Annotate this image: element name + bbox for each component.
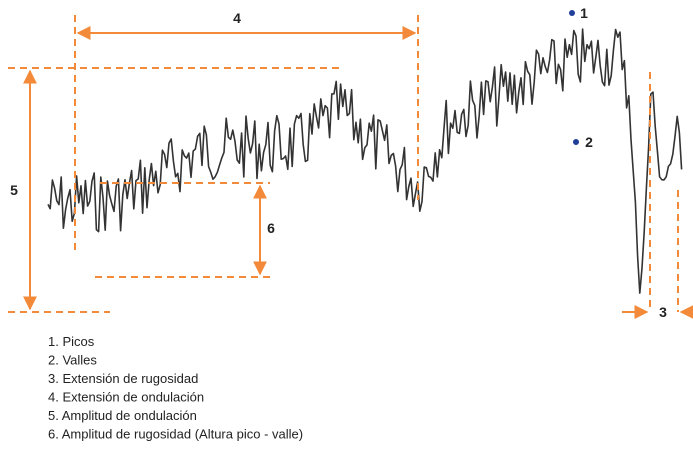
valley-point (573, 139, 579, 145)
marker-label: 1 (580, 5, 588, 21)
marker-label: 2 (585, 134, 593, 150)
marker-label: 3 (659, 304, 667, 320)
legend-item: 6. Amplitud de rugosidad (Altura pico - … (48, 427, 303, 442)
legend-item: 5. Amplitud de ondulación (48, 408, 197, 423)
legend-item: 1. Picos (48, 334, 95, 349)
legend-item: 2. Valles (48, 353, 97, 368)
legend-item: 4. Extensión de ondulación (48, 390, 204, 405)
surface-profile (47, 28, 683, 294)
peak-point (569, 10, 575, 16)
marker-label: 6 (267, 220, 275, 236)
marker-label: 4 (233, 10, 241, 26)
legend: 1. Picos 2. Valles 3. Extensión de rugosid… (48, 334, 303, 442)
marker-label: 5 (10, 182, 18, 198)
legend-item: 3. Extensión de rugosidad (48, 371, 198, 386)
